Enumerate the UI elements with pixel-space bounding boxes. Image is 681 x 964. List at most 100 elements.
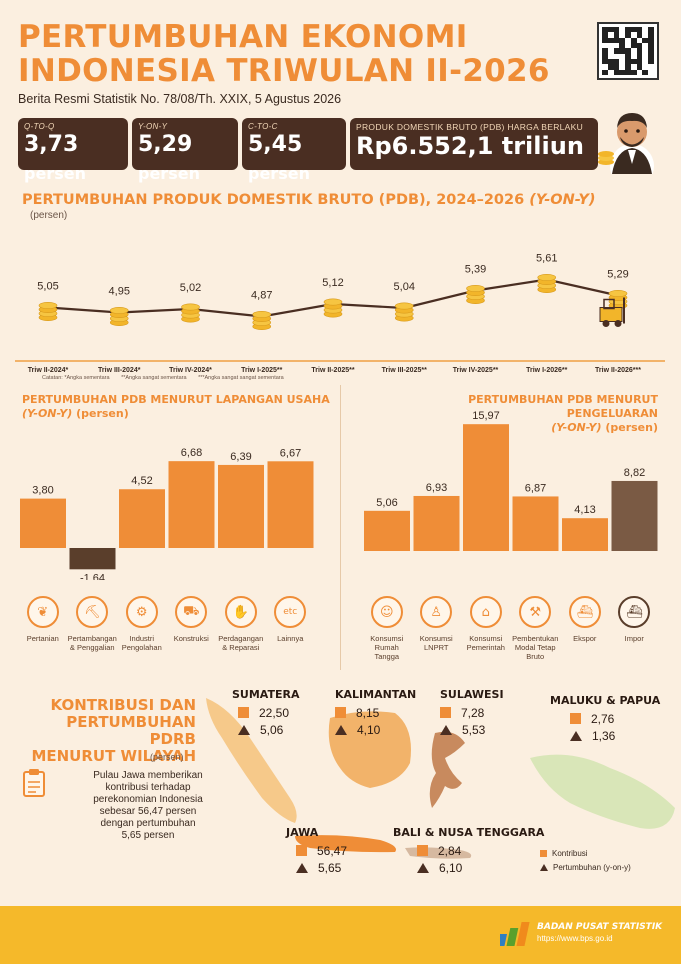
legend-kontribusi: Kontribusi [540, 846, 631, 860]
line-data-label: 5,61 [536, 253, 557, 265]
region-name: BALI & NUSA TENGGARA [393, 826, 545, 839]
stat-box-yony: Y-ON-Y 5,29 persen [132, 118, 238, 183]
bar [168, 461, 215, 548]
region-jawa: JAWA 56,47 5,65 [286, 826, 347, 876]
crane-icon: ⚒ [519, 596, 552, 628]
bar [20, 498, 66, 548]
bar [512, 496, 559, 551]
pertumbuhan-triangle-icon [238, 724, 250, 735]
region-name: JAWA [286, 826, 319, 839]
qr-cell [636, 64, 643, 70]
qr-cell [648, 27, 654, 33]
qr-cell [648, 32, 654, 38]
kontribusi-row: 56,47 [286, 842, 347, 859]
region-title-line-1: KONTRIBUSI DAN [50, 696, 196, 714]
pertumbuhan-triangle-icon [335, 724, 347, 735]
bar-left-title-text: PERTUMBUHAN PDB MENURUT LAPANGAN USAHA [22, 393, 330, 406]
line-x-tick-label: Triw II-2024* [28, 367, 69, 374]
category-label-line: Pertanian [26, 634, 59, 643]
qr-cell [619, 58, 626, 65]
bar-left-title-sub: (Y-ON-Y) (persen) [22, 407, 330, 421]
qr-cell [630, 53, 637, 59]
kontribusi-square-icon [238, 707, 249, 718]
qr-cell [625, 58, 631, 65]
kontribusi-square-icon [335, 707, 346, 718]
qr-cell [642, 27, 649, 33]
man-avatar-icon [598, 113, 654, 174]
coin-icon [608, 289, 628, 297]
bar-data-label: 15,97 [472, 410, 500, 422]
stat-value-wrap: 3,73 persen [24, 131, 122, 188]
bar [364, 510, 410, 551]
note-1: Catatan: *Angka sementara [42, 375, 110, 381]
qr-cell [602, 37, 608, 43]
bar-left-unit: (persen) [76, 407, 129, 420]
qr-cell [602, 64, 608, 70]
coin-icon [466, 284, 485, 292]
family-icon: ☺ [370, 596, 403, 628]
coin-icon [537, 273, 557, 281]
category-label-line: LNPRT [424, 643, 449, 652]
category-icon-item: ⛏ Pertambangan & Penggalian [68, 596, 118, 652]
category-label-line: & Penggalian [69, 643, 115, 652]
category-icon-item: ⛴ Ekspor [560, 596, 610, 661]
category-label-line: Lainnya [277, 634, 304, 643]
pertumbuhan-value: 6,10 [439, 860, 463, 875]
qr-cell [602, 42, 608, 49]
kontribusi-square-icon [570, 713, 581, 724]
qr-cell [602, 53, 608, 59]
bps-logo-icon [500, 922, 530, 946]
qr-cell [636, 48, 643, 54]
bar [611, 480, 658, 551]
region-title-line-2: PERTUMBUHAN PDRB [66, 713, 196, 748]
qr-cell [636, 58, 643, 65]
oil-pump-icon: ⛏ [76, 596, 109, 628]
bar [413, 495, 460, 551]
line-point [109, 307, 129, 327]
bar-right-title: PERTUMBUHAN PDB MENURUT PENGELUARAN (Y-O… [400, 393, 658, 435]
bar-data-label: 6,67 [280, 447, 301, 459]
qr-cell [613, 69, 620, 75]
qr-cell [613, 64, 620, 70]
category-label-line: Pengolahan [121, 643, 162, 652]
category-icon-item: ❦ Pertanian [18, 596, 68, 652]
category-icon-item: ⛟ Konstruksi [167, 596, 217, 652]
kontribusi-square-icon [440, 707, 451, 718]
line-x-tick-label: Triw II-2025** [311, 367, 354, 374]
region-kalimantan: KALIMANTAN 8,15 4,10 [335, 688, 416, 738]
qr-cell [607, 64, 614, 70]
qr-cell [636, 37, 643, 43]
qr-cell [607, 53, 614, 59]
bar [119, 489, 165, 548]
line-data-label: 4,87 [251, 290, 272, 302]
line-x-tick-label: Triw III-2025** [382, 367, 427, 374]
region-title: KONTRIBUSI DAN PERTUMBUHAN PDRB MENURUT … [18, 697, 196, 765]
qr-cell [613, 48, 620, 54]
category-label-line: Ekspor [573, 634, 597, 643]
qr-cell [642, 48, 649, 54]
pertumbuhan-value: 5,53 [462, 722, 486, 737]
qr-cell [648, 69, 654, 75]
qr-cell [630, 32, 637, 38]
kontribusi-value: 22,50 [259, 705, 290, 720]
kontribusi-row: 8,15 [335, 704, 416, 721]
qr-cell [630, 64, 637, 70]
qr-cell [613, 53, 620, 59]
qr-code-icon[interactable] [597, 22, 659, 80]
qr-cell [625, 53, 631, 59]
kontribusi-row: 2,76 [550, 710, 660, 727]
category-label-line: Konsumsi [419, 634, 453, 643]
bar-right-title-sub: (Y-ON-Y) (persen) [400, 421, 658, 435]
pertumbuhan-row: 4,10 [335, 721, 416, 738]
map-legend: Kontribusi Pertumbuhan (y-on-y) [540, 846, 631, 874]
bar-left-title: PERTUMBUHAN PDB MENURUT LAPANGAN USAHA (… [22, 393, 330, 421]
bar-data-label: 6,87 [525, 482, 546, 494]
qr-cell [607, 37, 614, 43]
qr-cell [648, 42, 654, 49]
bps-url-link[interactable]: https://www.bps.go.id [537, 934, 613, 943]
bar-right-title-em: (Y-ON-Y) [551, 421, 602, 434]
kontribusi-value: 2,84 [438, 843, 462, 858]
qr-cell [619, 42, 626, 49]
region-sumatera: SUMATERA 22,50 5,06 [232, 688, 299, 738]
etc-icon: etc [274, 596, 307, 628]
